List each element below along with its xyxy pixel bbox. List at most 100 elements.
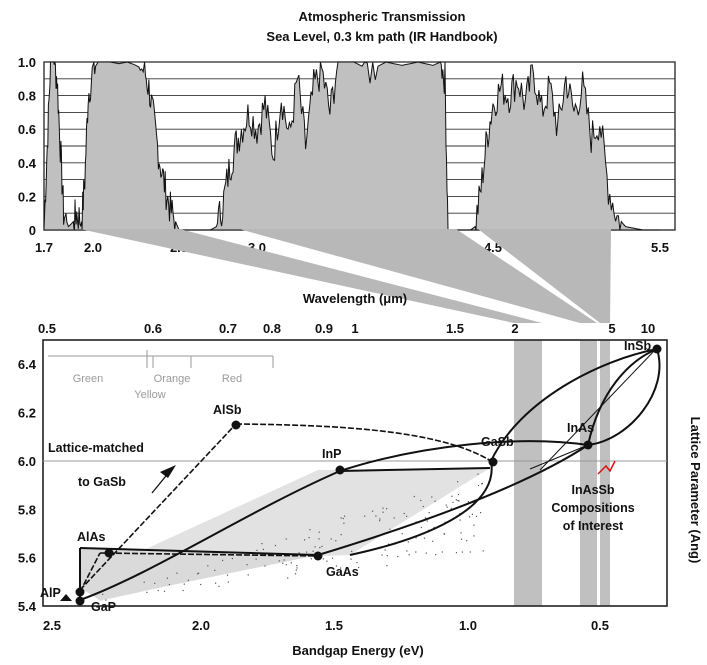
- transmission-y-ticks: 0 0.2 0.4 0.6 0.8 1.0: [18, 55, 37, 238]
- transmission-y-tick: 0.2: [18, 189, 36, 204]
- stipple-dot: [330, 538, 332, 540]
- stipple-dot: [426, 520, 428, 522]
- stipple-dot: [200, 583, 202, 586]
- stipple-dot: [340, 517, 342, 519]
- stipple-dot: [298, 552, 300, 554]
- stipple-dot: [386, 565, 388, 567]
- material-points: [60, 344, 662, 606]
- projection-band-3-4um: [239, 229, 597, 323]
- stipple-dot: [459, 519, 461, 521]
- stipple-dot: [413, 495, 415, 498]
- curve-inp-inas: [339, 440, 589, 472]
- stipple-dot: [375, 515, 377, 517]
- stipple-dot: [256, 549, 258, 551]
- stipple-dot: [318, 531, 320, 533]
- projection-band-2um: [80, 229, 542, 323]
- label-gasb: GaSb: [481, 435, 514, 449]
- stipple-dot: [432, 540, 434, 542]
- color-label-orange: Orange: [154, 373, 191, 385]
- curve-gasb-insb: [490, 348, 658, 462]
- stipple-dot: [285, 564, 287, 566]
- point-gap: [75, 596, 85, 606]
- stipple-dot: [261, 543, 263, 545]
- stipple-dot: [386, 508, 388, 510]
- stipple-dot: [264, 565, 266, 567]
- stipple-dot: [384, 549, 386, 551]
- stipple-dot: [105, 599, 107, 601]
- top-wavelength-tick: 0.8: [263, 321, 281, 336]
- stipple-dot: [218, 585, 220, 587]
- top-wavelength-ticks: 0.5 0.6 0.7 0.8 0.9 1 1.5 2 5 10: [38, 321, 655, 336]
- stipple-dot: [102, 593, 104, 595]
- stipple-dot: [163, 590, 166, 592]
- curve-inp-inp-line: [339, 467, 491, 472]
- curve-alas-gaas: [99, 552, 319, 557]
- lattice-axis-tick: 6.0: [18, 454, 36, 469]
- stipple-dot: [431, 496, 433, 498]
- stipple-dot: [452, 501, 454, 503]
- stipple-dot: [397, 556, 399, 558]
- alp-marker: [60, 594, 72, 601]
- stipple-dot: [382, 507, 384, 509]
- detector-bands: [514, 340, 610, 606]
- transmission-x-tick: 1.7: [35, 240, 53, 255]
- stipple-dot: [296, 567, 298, 569]
- lattice-axis-tick: 5.6: [18, 551, 36, 566]
- stipple-dot: [441, 551, 443, 553]
- stipple-dot: [469, 551, 471, 553]
- transmission-y-tick: 1.0: [18, 55, 36, 70]
- annotation-line-3: of Interest: [563, 519, 624, 533]
- energy-axis-tick: 1.0: [459, 618, 477, 633]
- stipple-dot: [406, 515, 408, 517]
- stipple-dot: [222, 559, 224, 561]
- curve-gap-gaas: [79, 547, 319, 556]
- stipple-dot: [482, 550, 484, 552]
- stipple-dot: [451, 495, 453, 497]
- stipple-dot: [473, 524, 475, 526]
- stipple-dot: [335, 540, 337, 542]
- stipple-dot: [406, 550, 408, 552]
- energy-axis-tick: 1.5: [325, 618, 343, 633]
- stipple-dot: [434, 500, 436, 502]
- stipple-dot: [420, 499, 422, 502]
- stipple-dot: [469, 516, 471, 518]
- stipple-dot: [331, 557, 334, 559]
- stipple-dot: [473, 535, 475, 537]
- stipple-dot: [387, 543, 390, 545]
- stipple-dot: [381, 554, 383, 556]
- stipple-dot: [408, 554, 410, 556]
- label-alas: AlAs: [77, 530, 106, 544]
- stipple-dot: [424, 517, 427, 519]
- point-gasb: [488, 457, 498, 467]
- stipple-dot: [435, 554, 437, 556]
- stipple-dot: [403, 512, 405, 515]
- stipple-dot: [319, 547, 321, 549]
- stipple-dot: [422, 505, 424, 508]
- stipple-dot: [393, 517, 395, 519]
- top-wavelength-tick: 0.5: [38, 321, 56, 336]
- lattice-axis-tick: 6.4: [18, 357, 37, 372]
- stipple-dot: [423, 537, 426, 539]
- stipple-dot: [314, 546, 316, 548]
- stipple-dot: [285, 538, 287, 540]
- alloy-region-lower: [80, 548, 318, 600]
- top-wavelength-tick: 2: [511, 321, 518, 336]
- stipple-dot: [290, 562, 292, 564]
- lattice-axis-tick: 6.2: [18, 406, 36, 421]
- curve-alp-alas: [79, 552, 101, 593]
- point-alas: [104, 548, 114, 558]
- stipple-dot: [255, 558, 257, 560]
- bandgap-chart: 0.5 0.6 0.7 0.8 0.9 1 1.5 2 5 10 2.5 2.0 1.5 1.0 0.5 …: [18, 321, 668, 633]
- color-label-green: Green: [73, 373, 104, 385]
- projection-band-4-5um: [478, 229, 611, 323]
- stipple-dot: [457, 493, 460, 496]
- lattice-axis-tick: 5.8: [18, 502, 36, 517]
- stipple-dot: [481, 483, 483, 485]
- stipple-dot: [433, 526, 435, 528]
- stipple-dot: [166, 577, 168, 579]
- top-wavelength-tick: 0.7: [219, 321, 237, 336]
- annotation-pointer-line: [539, 349, 656, 471]
- stipple-dot: [322, 558, 324, 560]
- stipple-dot: [379, 520, 381, 522]
